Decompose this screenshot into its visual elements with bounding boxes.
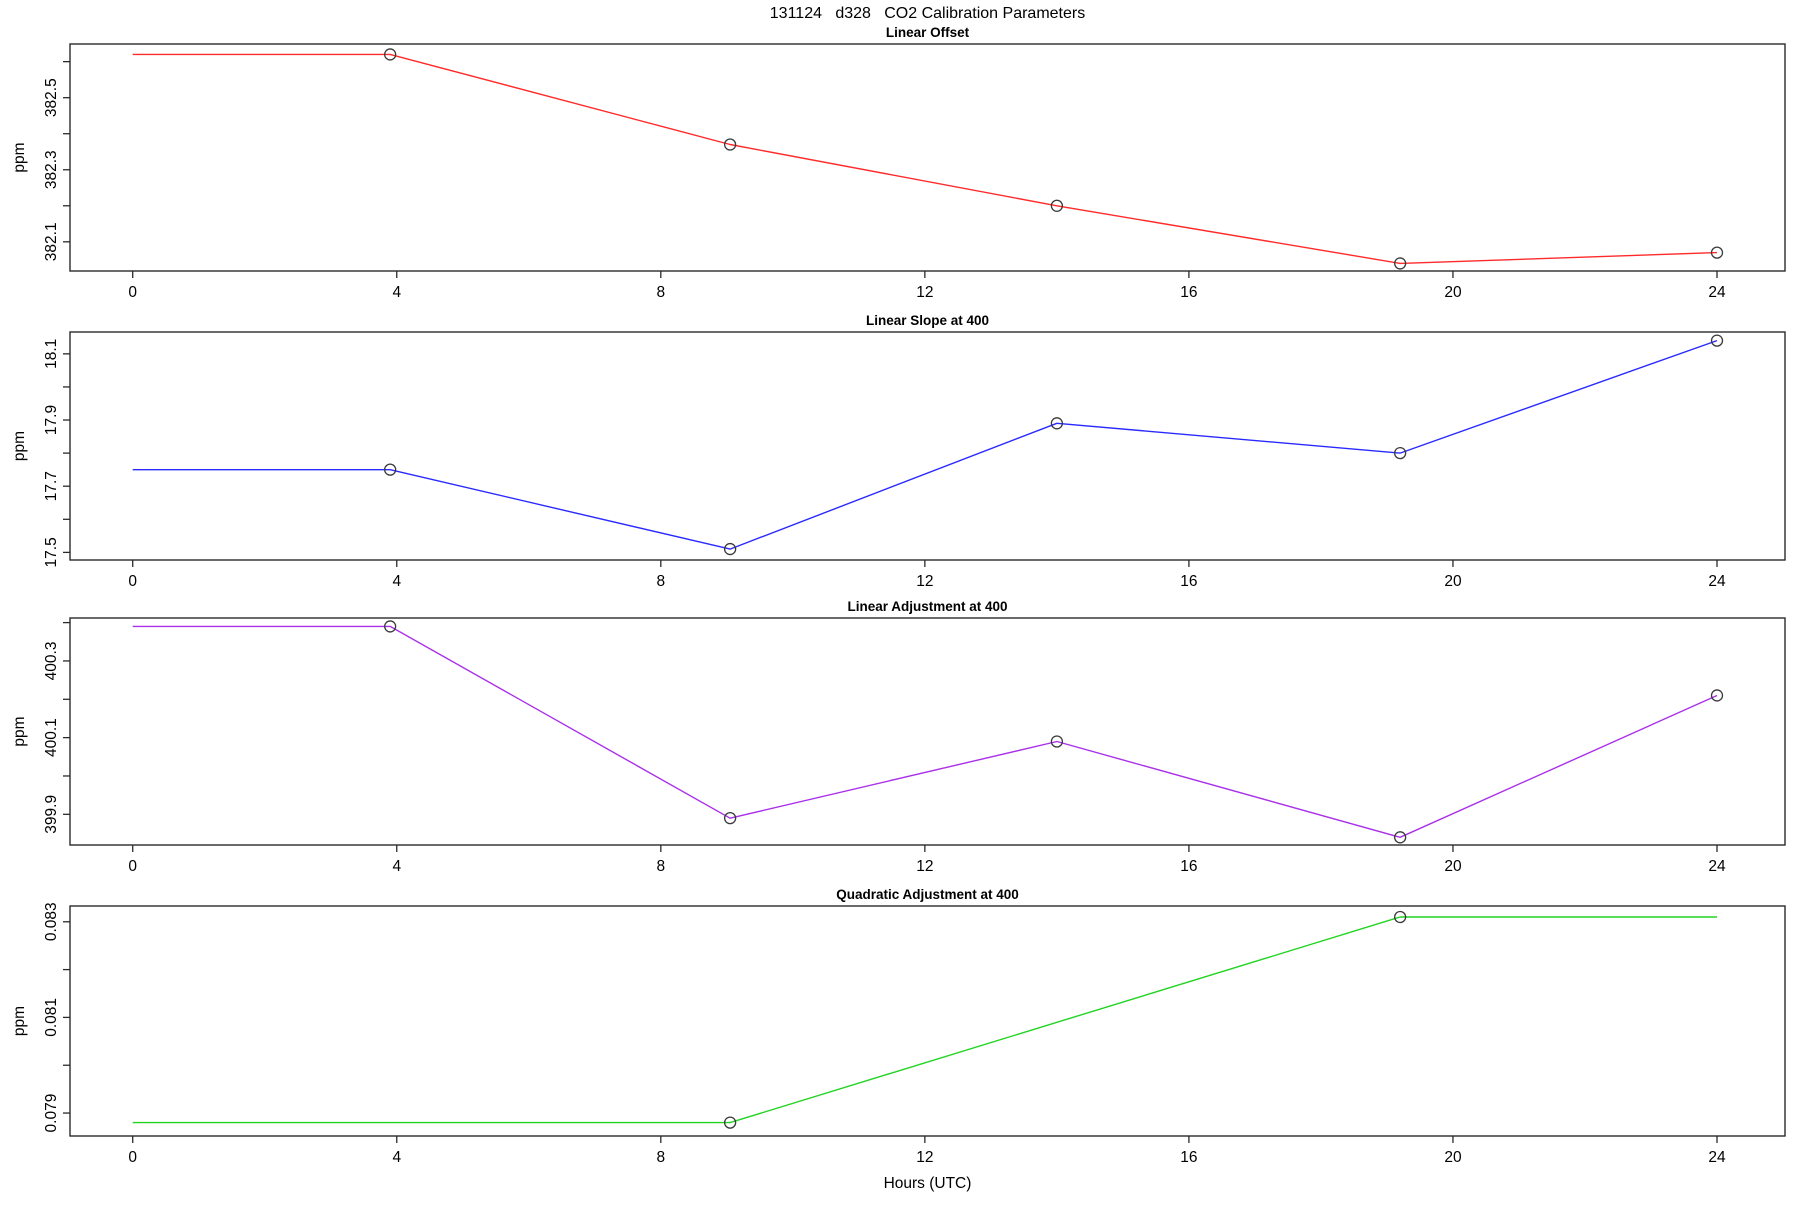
x-tick-label: 4 — [392, 573, 401, 590]
plot-box-linear-slope-at-400 — [69, 331, 1786, 561]
y-tick-label: 400.3 — [43, 642, 60, 681]
y-axis-label: ppm — [11, 1006, 28, 1036]
series-line-linear-slope-at-400 — [132, 339, 1718, 550]
series-line-linear-offset — [132, 53, 1718, 265]
y-tick-label: 17.9 — [43, 405, 60, 435]
y-tick-label: 18.1 — [43, 339, 60, 369]
y-tick-label: 400.1 — [43, 718, 60, 757]
x-tick-label: 8 — [656, 284, 665, 301]
x-tick-label: 8 — [656, 858, 665, 875]
x-tick-label: 20 — [1444, 1149, 1462, 1166]
data-point-marker — [723, 542, 737, 556]
y-tick-label: 17.5 — [43, 537, 60, 567]
x-tick-label: 16 — [1180, 573, 1197, 590]
y-tick-label: 399.9 — [43, 795, 60, 834]
panel-title-quadratic-adjustment-at-400: Quadratic Adjustment at 400 — [836, 887, 1019, 902]
panel-title-linear-offset: Linear Offset — [886, 25, 970, 40]
data-point-marker — [1393, 831, 1407, 844]
x-tick-label: 4 — [392, 1149, 401, 1166]
x-tick-label: 0 — [128, 284, 137, 301]
y-axis-label: ppm — [11, 431, 28, 461]
y-tick-label: 0.083 — [43, 902, 60, 941]
panel-title-linear-slope-at-400: Linear Slope at 400 — [866, 313, 989, 328]
data-point-marker — [723, 812, 737, 825]
data-point-marker — [723, 138, 737, 151]
panel-title-linear-adjustment-at-400: Linear Adjustment at 400 — [847, 599, 1007, 614]
x-tick-label: 0 — [128, 1149, 137, 1166]
data-point-marker — [1393, 446, 1407, 460]
x-tick-label: 0 — [128, 858, 137, 875]
x-tick-label: 24 — [1708, 284, 1726, 301]
x-tick-label: 16 — [1180, 858, 1197, 875]
data-point-marker — [1393, 910, 1407, 924]
y-tick-label: 382.5 — [43, 78, 60, 117]
x-tick-label: 16 — [1180, 284, 1197, 301]
y-axis-label: ppm — [11, 142, 28, 172]
x-tick-label: 8 — [656, 573, 665, 590]
x-tick-label: 16 — [1180, 1149, 1197, 1166]
y-axis-label: ppm — [11, 716, 28, 746]
plot-box-linear-adjustment-at-400 — [69, 617, 1786, 846]
y-tick-label: 382.3 — [43, 150, 60, 189]
data-point-marker — [1050, 417, 1064, 430]
data-point-marker — [1050, 735, 1064, 748]
data-point-marker — [723, 1116, 737, 1129]
data-point-marker — [1710, 689, 1724, 702]
plot-box-linear-offset — [69, 43, 1786, 272]
data-point-marker — [1710, 334, 1724, 347]
data-point-marker — [1393, 257, 1407, 270]
series-line-quadratic-adjustment-at-400 — [132, 916, 1717, 1124]
x-tick-label: 8 — [656, 1149, 665, 1166]
x-tick-label: 12 — [916, 284, 933, 301]
x-tick-label: 24 — [1708, 858, 1726, 875]
x-tick-label: 20 — [1444, 858, 1462, 875]
plot-box-quadratic-adjustment-at-400 — [69, 905, 1786, 1137]
data-point-marker — [1050, 199, 1064, 212]
x-tick-label: 24 — [1708, 573, 1726, 590]
data-point-marker — [384, 620, 397, 633]
x-tick-label: 12 — [916, 1149, 933, 1166]
x-tick-label: 12 — [916, 573, 933, 590]
series-line-linear-adjustment-at-400 — [132, 625, 1718, 838]
x-tick-label: 20 — [1444, 284, 1462, 301]
x-tick-label: 24 — [1708, 1149, 1726, 1166]
y-tick-label: 0.079 — [43, 1094, 60, 1133]
x-tick-label: 4 — [392, 858, 401, 875]
x-axis-label: Hours (UTC) — [884, 1175, 972, 1192]
y-tick-label: 17.7 — [43, 471, 60, 501]
x-tick-label: 12 — [916, 858, 933, 875]
plot-suptitle: 131124 d328 CO2 Calibration Parameters — [769, 5, 1086, 22]
y-tick-label: 382.1 — [43, 222, 60, 261]
y-tick-label: 0.081 — [43, 998, 60, 1037]
x-tick-label: 0 — [128, 573, 137, 590]
data-point-marker — [384, 48, 397, 61]
x-tick-label: 20 — [1444, 573, 1462, 590]
data-point-marker — [384, 463, 397, 476]
data-point-marker — [1710, 246, 1724, 259]
x-tick-label: 4 — [392, 284, 401, 301]
